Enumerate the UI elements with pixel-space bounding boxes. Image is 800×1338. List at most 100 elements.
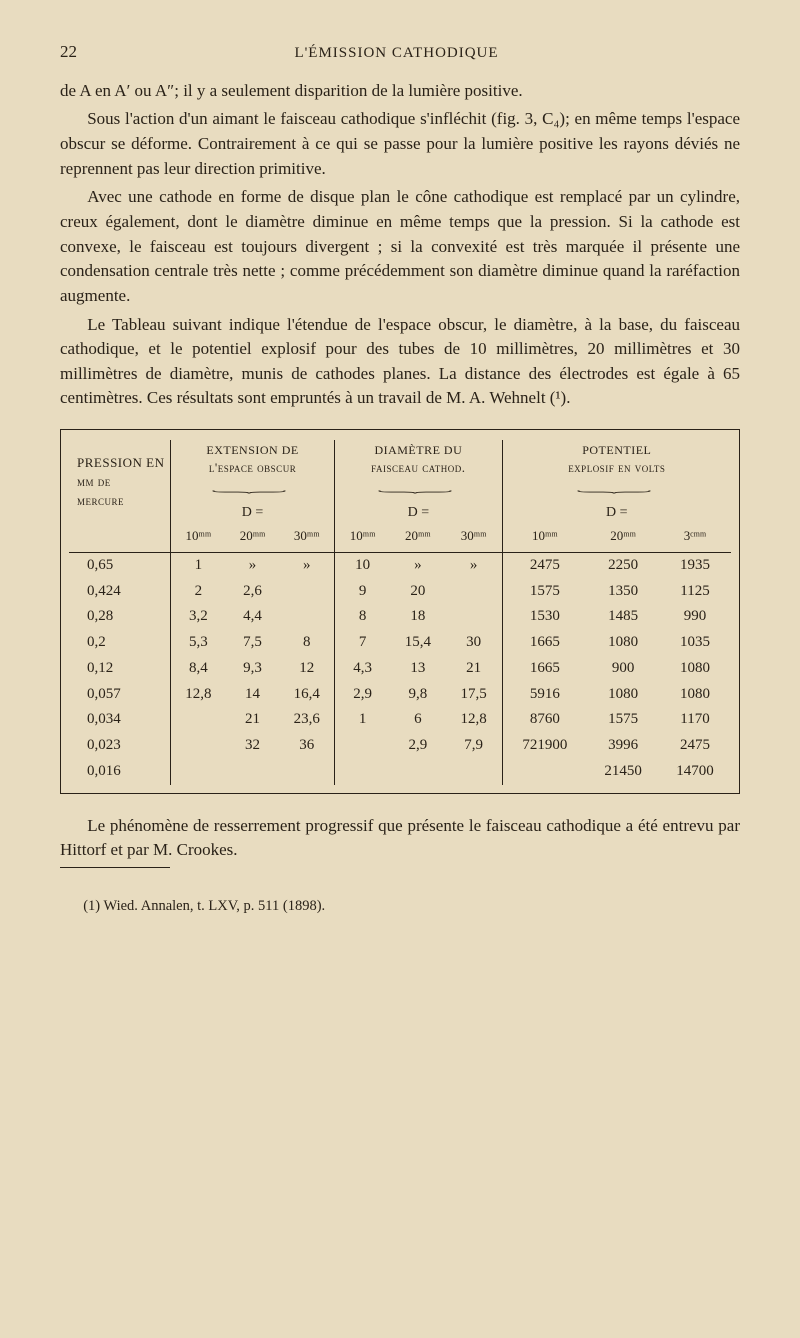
cell: 2475 [659,733,731,759]
cell: 1665 [502,656,587,682]
cell: » [390,552,446,578]
cell: 7,9 [446,733,502,759]
cell: 1575 [587,707,659,733]
cell [171,707,226,733]
cell: 1485 [587,604,659,630]
cell: 5916 [502,682,587,708]
cell: 1125 [659,579,731,605]
cell: 1035 [659,630,731,656]
d-label-3: } D = [502,480,731,525]
unit-b10: 10ᵐᵐ [335,525,390,552]
cell: » [279,552,334,578]
cell: » [446,552,502,578]
cell: 1350 [587,579,659,605]
unit-c10: 10ᵐᵐ [502,525,587,552]
cell: 21450 [587,759,659,785]
cell [279,759,334,785]
lead-header-line2: mm de [77,474,111,489]
cell: 14700 [659,759,731,785]
cell-p: 0,65 [69,552,171,578]
cell: 9,8 [390,682,446,708]
cell: 9 [335,579,390,605]
cell: 16,4 [279,682,334,708]
cell: 6 [390,707,446,733]
cell: 1665 [502,630,587,656]
cell: 21 [226,707,280,733]
cell: » [226,552,280,578]
cell: 20 [390,579,446,605]
cell: 9,3 [226,656,280,682]
unit-b20: 20ᵐᵐ [390,525,446,552]
paragraph-1: de A en A′ ou A″; il y a seulement dispa… [60,79,740,104]
cell [446,579,502,605]
cell: 36 [279,733,334,759]
cell: 2475 [502,552,587,578]
unit-c30: 3ᶜᵐᵐ [659,525,731,552]
lead-header-line1: PRESSION EN [77,455,165,470]
cell: 8760 [502,707,587,733]
running-title: L'ÉMISSION CATHODIQUE [77,43,716,65]
cell: 10 [335,552,390,578]
cell: 4,3 [335,656,390,682]
cell: 12 [279,656,334,682]
cell-p: 0,2 [69,630,171,656]
cell: 7,5 [226,630,280,656]
footnote: (1) Wied. Annalen, t. LXV, p. 511 (1898)… [60,896,740,917]
cell-p: 0,424 [69,579,171,605]
cell: 18 [390,604,446,630]
d-label-2: } D = [335,480,502,525]
cell: 2,9 [335,682,390,708]
cell: 14 [226,682,280,708]
paragraph-5: Le phénomène de resserrement progressif … [60,814,740,863]
cell [335,733,390,759]
cell: 2250 [587,552,659,578]
paragraph-4: Le Tableau suivant indique l'étendue de … [60,313,740,412]
unit-a10: 10ᵐᵐ [171,525,226,552]
page-header: 22 L'ÉMISSION CATHODIQUE [60,40,740,65]
group1-top: EXTENSION DE l'espace obscur [171,440,335,480]
cell [390,759,446,785]
cell: 2 [171,579,226,605]
cell: 721900 [502,733,587,759]
cell-p: 0,28 [69,604,171,630]
cell: 7 [335,630,390,656]
cell: 17,5 [446,682,502,708]
cell: 1080 [587,630,659,656]
cell-p: 0,12 [69,656,171,682]
cell: 1 [171,552,226,578]
cell: 1530 [502,604,587,630]
paragraph-2: Sous l'action d'un aimant le faisceau ca… [60,107,740,181]
cell-p: 0,057 [69,682,171,708]
cell: 21 [446,656,502,682]
cell: 5,3 [171,630,226,656]
d-label-1: } D = [171,480,335,525]
cell: 3,2 [171,604,226,630]
cell [171,733,226,759]
unit-b30: 30ᵐᵐ [446,525,502,552]
cell: 1575 [502,579,587,605]
unit-c20: 20ᵐᵐ [587,525,659,552]
cell [226,759,280,785]
footnote-rule [60,867,170,868]
cell [279,579,334,605]
cell: 1 [335,707,390,733]
cell: 1935 [659,552,731,578]
cell [502,759,587,785]
cell: 4,4 [226,604,280,630]
cell-p: 0,034 [69,707,171,733]
cell: 1080 [587,682,659,708]
cell-p: 0,016 [69,759,171,785]
cell-p: 0,023 [69,733,171,759]
group2-top: DIAMÈTRE DU faisceau cathod. [335,440,502,480]
cell: 13 [390,656,446,682]
cell: 1080 [659,656,731,682]
unit-a20: 20ᵐᵐ [226,525,280,552]
cell: 1080 [659,682,731,708]
cell [279,604,334,630]
page-number: 22 [60,40,77,65]
cell: 990 [659,604,731,630]
cell: 2,9 [390,733,446,759]
data-table-block: PRESSION EN mm de mercure EXTENSION DE l… [60,429,740,793]
data-table: PRESSION EN mm de mercure EXTENSION DE l… [69,440,731,784]
group3-top: POTENTIEL explosif en volts [502,440,731,480]
